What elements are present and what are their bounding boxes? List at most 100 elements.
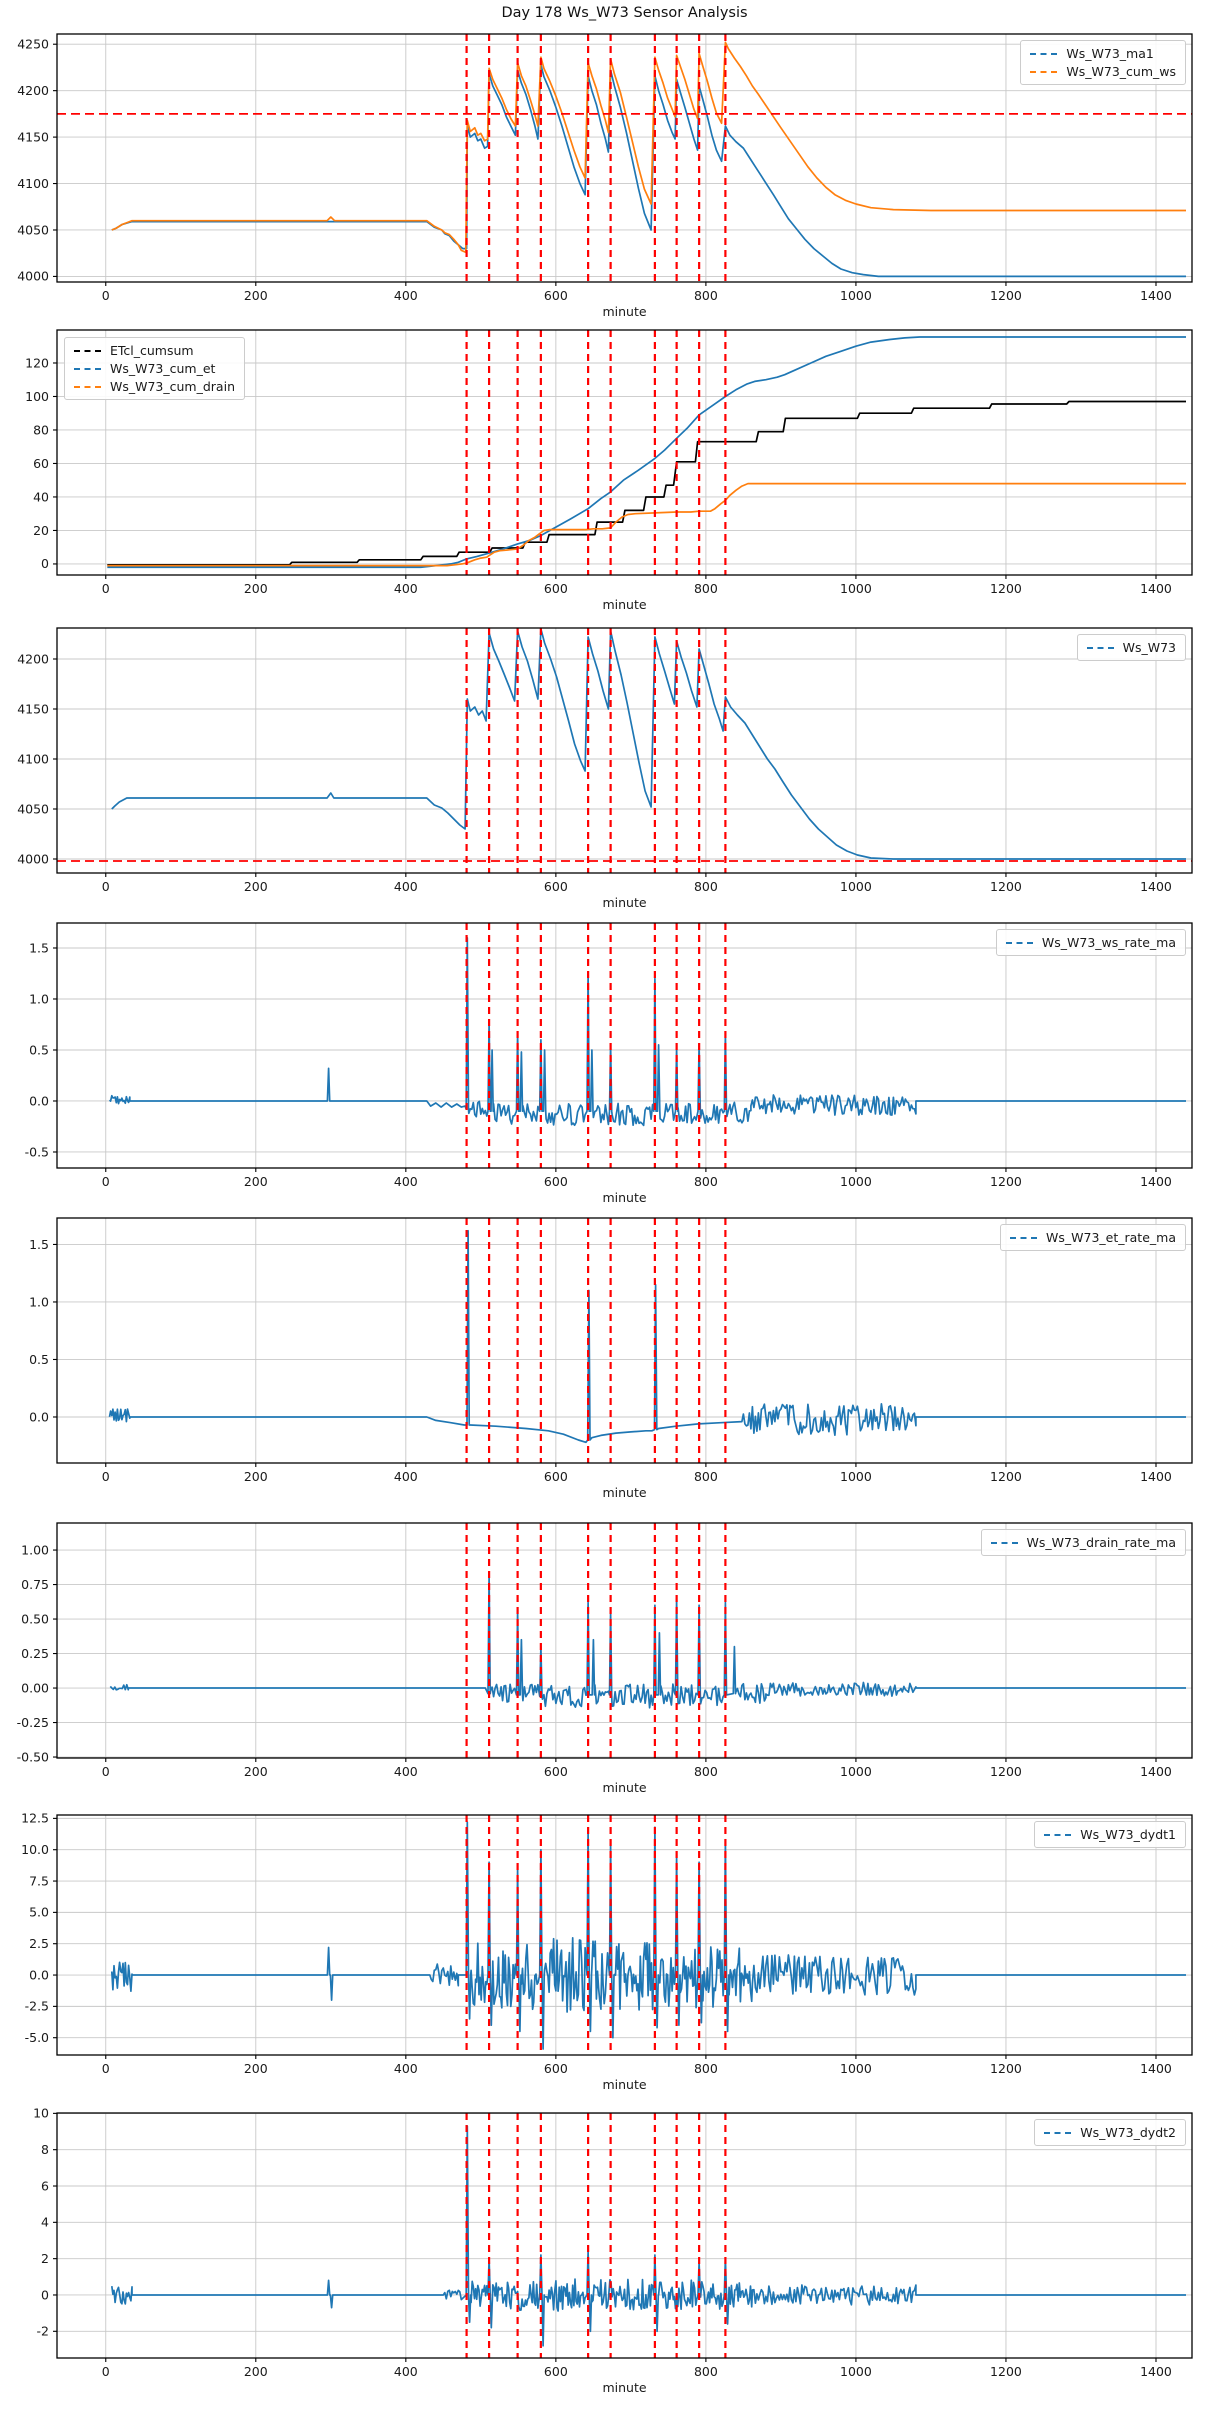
legend-item: Ws_W73_cum_ws [1030,64,1176,79]
y-tick-label: 5.0 [29,1905,49,1920]
x-tick-label: 1000 [840,879,872,894]
legend-label: Ws_W73_cum_ws [1066,64,1176,79]
series-Ws_W73_dydt1 [110,1821,1186,2050]
x-tick-label: 1200 [990,581,1022,596]
legend-panel-4: Ws_W73_ws_rate_ma [995,929,1186,956]
y-tick-label: 0.50 [21,1611,49,1626]
legend-line-swatch [1044,1833,1072,1836]
x-tick-label: 400 [394,879,418,894]
x-tick-label: 200 [244,288,268,303]
axes-spine [56,329,1193,576]
x-tick-label: 1000 [840,1174,872,1189]
x-tick-label: 800 [694,1174,718,1189]
axes-spine [56,2112,1193,2359]
x-tick-label: 0 [102,2364,110,2379]
y-tick-label: 0.0 [29,1409,49,1424]
x-tick-label: 1000 [840,1764,872,1779]
panel-8: 10 8 6 4 2 0 -2 0 200 400 600 800 1000 1200 1400 minute [33,2106,1193,2395]
legend-label: ETcl_cumsum [110,343,194,358]
x-axis-label: minute [602,304,646,319]
x-tick-label: 200 [244,581,268,596]
x-axis-label: minute [602,1780,646,1795]
x-axis-label: minute [602,597,646,612]
legend-label: Ws_W73 [1122,640,1176,655]
legend-panel-7: Ws_W73_dydt1 [1034,1821,1186,1848]
legend-line-swatch [1086,646,1114,649]
x-tick-label: 1000 [840,2061,872,2076]
x-tick-label: 1400 [1140,2061,1172,2076]
y-tick-label: 4050 [17,801,49,816]
x-tick-label: 0 [102,1174,110,1189]
x-tick-label: 1000 [840,288,872,303]
y-tick-label: 8 [41,2142,49,2157]
y-tick-label: 0.00 [21,1680,49,1695]
x-axis-label: minute [602,1485,646,1500]
y-tick-label: -5.0 [25,2030,49,2045]
legend-line-swatch [74,349,101,352]
panel-4: 1.5 1.0 0.5 0.0 -0.5 0 200 400 600 800 1000 1200 140… [25,922,1193,1205]
legend-line-swatch [990,1541,1018,1544]
legend-panel-1: Ws_W73_ma1 Ws_W73_cum_ws [1020,40,1186,85]
x-axis-label: minute [602,1190,646,1205]
y-tick-label: 12.5 [21,1811,49,1826]
y-tick-label: 4150 [17,129,49,144]
x-tick-label: 800 [694,879,718,894]
panel-1: 4250 4200 4150 4100 4050 4000 0 200 400 600 800 100… [17,33,1193,319]
y-tick-label: 10 [33,2106,49,2121]
series-ETcl_cumsum [107,400,1186,566]
x-tick-label: 800 [694,2364,718,2379]
x-tick-label: 0 [102,879,110,894]
x-tick-label: 1200 [990,1174,1022,1189]
x-tick-label: 800 [694,1469,718,1484]
x-tick-label: 800 [694,288,718,303]
y-tick-label: 0 [41,556,49,571]
panel-6: 1.00 0.75 0.50 0.25 0.00 -0.25 -0.50 0 200 400 600… [17,1522,1193,1795]
series-Ws_W73_ma1 [111,63,1186,278]
y-tick-label: 0 [41,2287,49,2302]
legend-line-swatch [1030,52,1058,55]
axes-spine [56,1522,1193,1759]
y-tick-label: 4 [41,2215,49,2230]
x-tick-label: 0 [102,1469,110,1484]
x-tick-label: 400 [394,1764,418,1779]
axes-spine [56,33,1193,283]
axes-spine [56,627,1193,874]
y-tick-label: 40 [33,489,49,504]
x-tick-label: 800 [694,1764,718,1779]
x-tick-label: 600 [544,288,568,303]
y-tick-label: 0.25 [21,1646,49,1661]
y-tick-label: 4100 [17,751,49,766]
y-tick-label: 1.5 [29,940,49,955]
y-tick-label: 0.5 [29,1352,49,1367]
y-tick-label: 1.0 [29,991,49,1006]
legend-label: Ws_W73_et_rate_ma [1046,1230,1176,1245]
series-Ws_W73_dydt2 [110,2125,1186,2347]
y-tick-label: -0.5 [25,1144,49,1159]
x-tick-label: 0 [102,1764,110,1779]
y-tick-label: 0.0 [29,1093,49,1108]
legend-line-swatch [1030,70,1058,73]
x-axis-label: minute [602,2077,646,2092]
legend-panel-5: Ws_W73_et_rate_ma [1000,1224,1186,1251]
legend-label: Ws_W73_cum_et [110,361,216,376]
legend-panel-6: Ws_W73_drain_rate_ma [980,1529,1186,1556]
y-tick-label: 6 [41,2178,49,2193]
legend-panel-3: Ws_W73 [1076,634,1186,661]
x-tick-label: 1200 [990,1469,1022,1484]
legend-label: Ws_W73_ws_rate_ma [1041,935,1176,950]
x-tick-label: 200 [244,1174,268,1189]
axes-spine [56,1217,1193,1464]
y-tick-label: 4050 [17,222,49,237]
legend-item: Ws_W73_drain_rate_ma [990,1535,1176,1550]
y-tick-label: 4000 [17,851,49,866]
x-tick-label: 600 [544,879,568,894]
y-tick-label: 7.5 [29,1873,49,1888]
legend-item: Ws_W73_dydt2 [1044,2125,1176,2140]
x-tick-label: 200 [244,2061,268,2076]
legend-label: Ws_W73_ma1 [1066,46,1154,61]
legend-item: Ws_W73_et_rate_ma [1010,1230,1176,1245]
x-tick-label: 400 [394,288,418,303]
legend-item: ETcl_cumsum [74,343,235,358]
